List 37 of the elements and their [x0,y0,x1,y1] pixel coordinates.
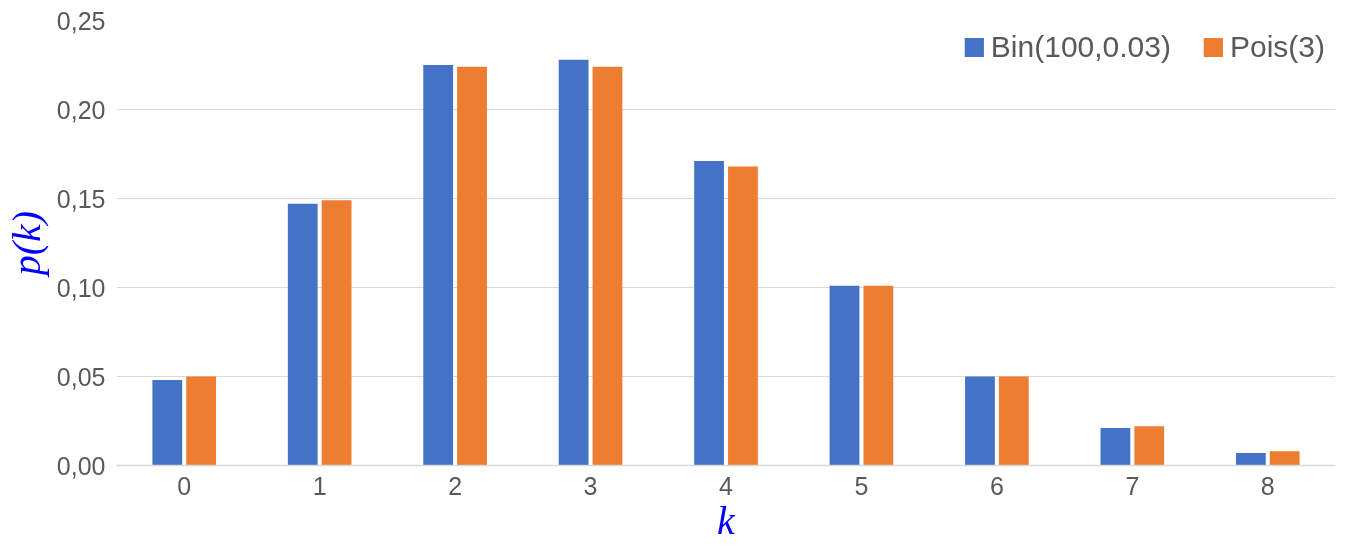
x-tick-label: 8 [1260,471,1275,500]
bar [965,376,995,466]
bar [829,285,860,466]
bar [1100,428,1131,466]
bar [321,200,352,466]
y-tick-label: 0,15 [56,184,106,213]
bar [287,203,318,466]
y-tick-label: 0,10 [56,273,106,302]
bar [998,376,1029,466]
bar [152,380,183,466]
bar [457,66,487,466]
x-tick-label: 6 [989,471,1004,500]
y-tick-label: 0,00 [56,451,106,480]
bar [1269,451,1300,466]
y-axis-title: p(k) [3,210,49,279]
y-tick-label: 0,25 [56,6,106,35]
x-tick-label: 3 [583,471,598,500]
bar [863,285,894,466]
x-tick-label: 2 [448,471,463,500]
bar [728,166,758,466]
x-tick-label: 4 [719,471,734,500]
bar [558,59,589,466]
x-tick-label: 7 [1125,471,1140,500]
bar [694,161,724,466]
legend-label: Bin(100,0.03) [990,30,1171,64]
bar [592,66,623,466]
x-axis-title: k [717,497,737,543]
y-tick-label: 0,05 [56,362,106,391]
bar [423,65,454,466]
bar [186,376,217,466]
x-tick-label: 0 [177,471,192,500]
x-tick-label: 1 [312,471,327,500]
x-tick-label: 5 [854,471,869,500]
legend-label: Pois(3) [1229,30,1325,64]
bar [1134,426,1165,466]
y-tick-label: 0,20 [56,95,106,124]
bar [1235,453,1266,466]
